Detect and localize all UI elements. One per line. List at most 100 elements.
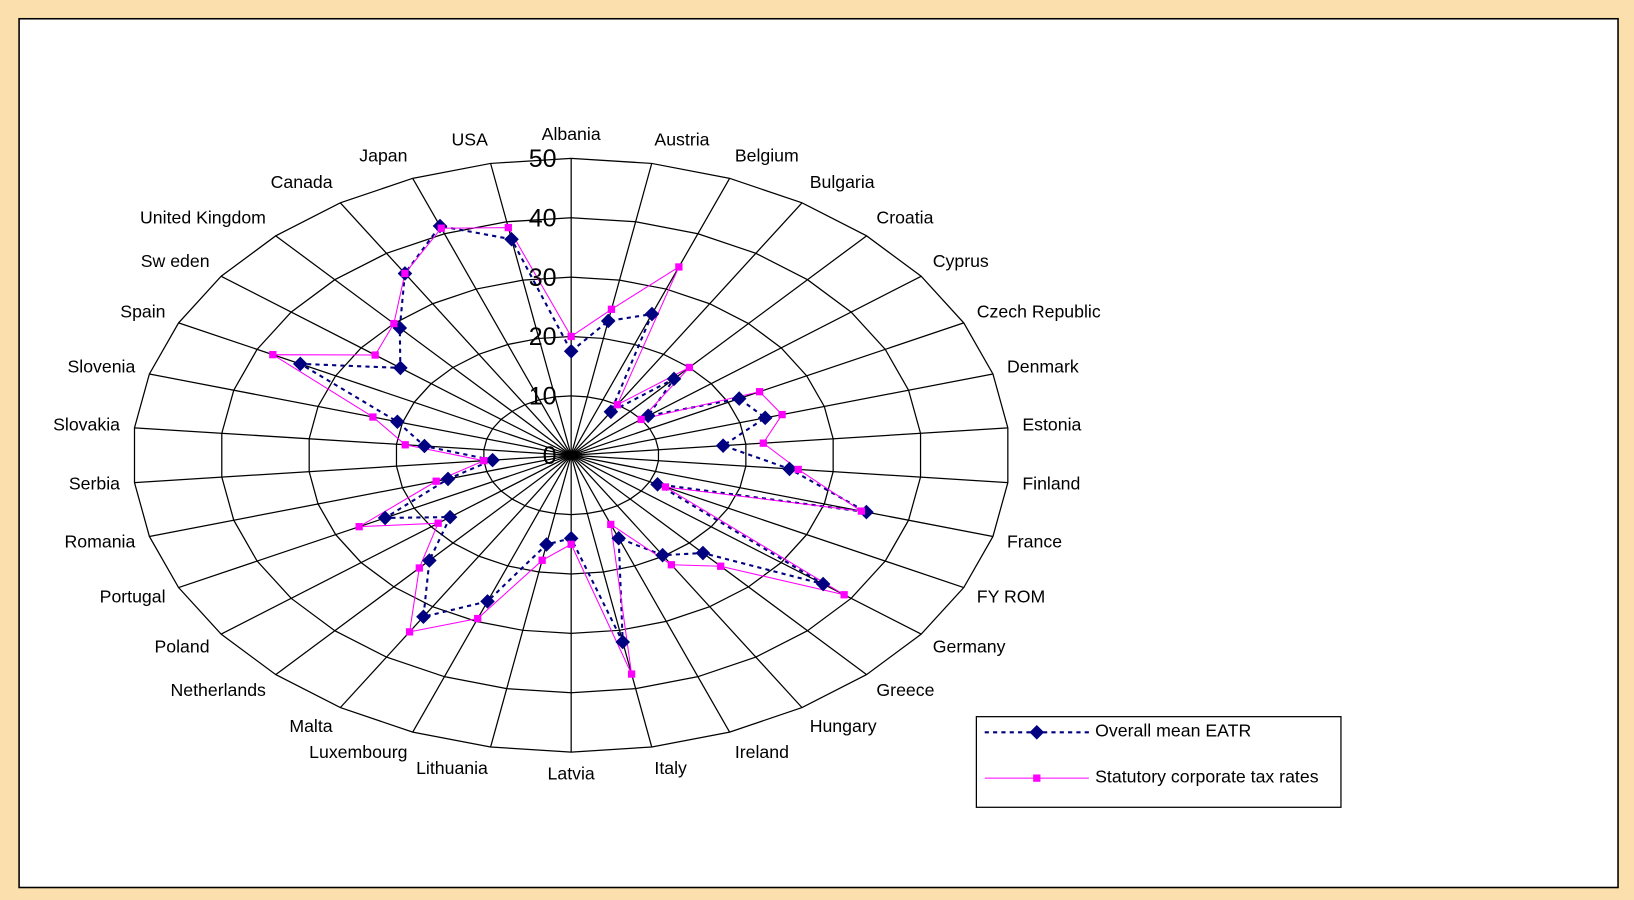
data-point [474, 614, 482, 623]
data-point [485, 452, 500, 468]
category-label: Cyprus [933, 251, 989, 271]
spoke [570, 454, 964, 589]
data-point [794, 465, 802, 474]
r-tick-label: 30 [529, 264, 557, 292]
category-label: Albania [542, 124, 601, 144]
legend-label: Statutory corporate tax rates [1095, 766, 1319, 787]
data-point [685, 363, 693, 372]
data-point [293, 356, 308, 372]
r-tick-label: 10 [529, 383, 557, 411]
legend-marker [1033, 774, 1041, 782]
category-label: Italy [654, 758, 687, 778]
data-point [416, 609, 431, 625]
data-point [504, 223, 512, 232]
spoke [570, 455, 653, 748]
data-point [401, 441, 409, 449]
category-label: Greece [876, 680, 934, 700]
spoke [489, 163, 572, 456]
data-point [393, 360, 408, 376]
category-label: Netherlands [171, 680, 267, 700]
data-point [567, 332, 575, 341]
category-label: Malta [289, 716, 332, 736]
data-point [432, 477, 440, 485]
data-point [644, 306, 660, 322]
spoke [178, 322, 572, 456]
data-point [269, 350, 277, 359]
data-point [440, 471, 456, 487]
data-point [563, 344, 579, 359]
category-label: Slovenia [67, 356, 135, 376]
data-point [607, 520, 615, 529]
category-label: Portugal [100, 586, 166, 606]
data-point [417, 438, 432, 454]
data-point [377, 510, 393, 526]
spoke [570, 275, 922, 456]
r-tick-label: 0 [543, 442, 557, 470]
category-label: Sw eden [141, 251, 210, 271]
series-layer [269, 218, 874, 678]
data-point [371, 351, 379, 359]
spoke [149, 454, 572, 538]
data-point [405, 628, 414, 636]
spoke [275, 454, 572, 676]
spoke [275, 235, 572, 456]
spoke [570, 454, 731, 733]
data-point [480, 457, 488, 465]
category-label: Canada [271, 172, 333, 192]
data-point [611, 530, 626, 546]
spoke [134, 427, 572, 456]
data-point [667, 561, 676, 569]
data-point [422, 553, 437, 568]
category-label: Estonia [1022, 414, 1081, 434]
category-label: Japan [359, 146, 407, 166]
spoke [571, 427, 1008, 456]
category-label: Czech Republic [977, 301, 1101, 321]
category-label: Belgium [735, 146, 799, 166]
data-point [480, 594, 495, 609]
category-label: Denmark [1007, 356, 1079, 376]
data-point [434, 519, 442, 527]
plot-panel [18, 17, 1619, 889]
data-point [840, 591, 848, 599]
category-label: Bulgaria [810, 172, 875, 192]
category-label: Latvia [548, 764, 595, 784]
spoke [412, 454, 572, 733]
data-point [613, 401, 621, 409]
data-point [567, 540, 575, 548]
spoke [220, 454, 572, 635]
data-point [637, 415, 645, 424]
data-point [600, 313, 616, 329]
data-point [355, 523, 363, 531]
spoke [570, 235, 867, 456]
data-point [857, 507, 866, 515]
category-label: Luxembourg [309, 742, 407, 762]
category-label: Finland [1022, 473, 1080, 493]
spoke [570, 322, 964, 456]
category-label: Germany [933, 637, 1006, 657]
r-tick-label: 40 [529, 204, 557, 232]
data-point [650, 477, 665, 492]
data-point [759, 439, 767, 447]
data-point [369, 413, 377, 421]
category-label: Hungary [810, 716, 877, 736]
data-point [390, 319, 398, 328]
category-label: Slovakia [53, 414, 120, 434]
data-point [390, 414, 405, 430]
r-tick-label: 20 [529, 323, 557, 351]
legend: Overall mean EATR Statutory corporate tax… [975, 716, 1342, 808]
data-point [627, 670, 636, 678]
category-label: Lithuania [416, 758, 488, 778]
data-point [731, 391, 747, 406]
category-label: France [1007, 531, 1062, 551]
spoke [339, 202, 572, 456]
data-point [607, 305, 616, 313]
data-point [715, 438, 731, 453]
spoke [339, 454, 572, 709]
data-point [415, 564, 423, 572]
spoke [570, 454, 922, 635]
spoke [489, 455, 572, 748]
category-label: Spain [120, 301, 165, 321]
category-label: Romania [65, 531, 136, 551]
